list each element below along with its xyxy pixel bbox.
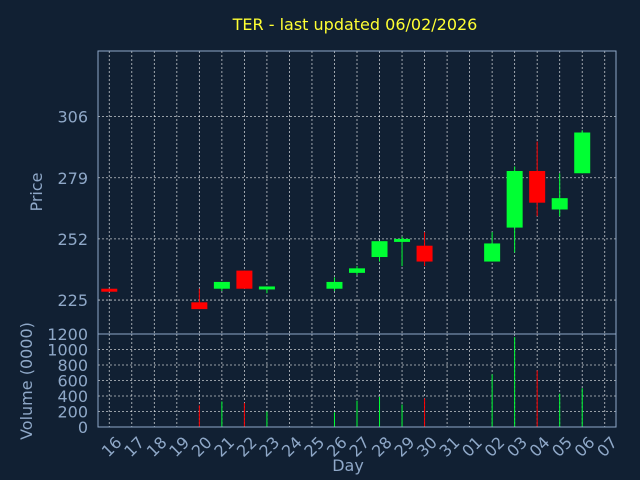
candle-body (236, 270, 253, 289)
candle-body (101, 288, 118, 292)
x-tick-label: 07 (593, 433, 621, 461)
candlestick-series (101, 130, 591, 310)
chart-title: TER - last updated 06/02/2026 (232, 15, 478, 34)
candle-body (191, 302, 208, 310)
candle-body (484, 243, 501, 262)
volume-axis-label: Volume (0000) (17, 322, 36, 440)
volume-tick-label: 600 (57, 372, 88, 391)
price-axis-label: Price (27, 172, 46, 211)
volume-panel-frame (97, 333, 617, 428)
volume-tick-label: 1000 (47, 341, 88, 360)
volume-tick-label: 800 (57, 356, 88, 375)
candle-body (416, 245, 433, 262)
x-axis-label: Day (332, 456, 364, 475)
price-tick-label: 225 (57, 291, 88, 310)
candle-body (349, 268, 365, 273)
candle-body (529, 170, 546, 203)
volume-tick-label: 1200 (47, 325, 88, 344)
candle-body (213, 281, 230, 289)
volume-series (198, 337, 583, 427)
candle-body (574, 132, 591, 174)
candle-body (258, 286, 275, 290)
candle-body (371, 241, 388, 258)
candle-body (326, 281, 343, 289)
price-tick-label: 306 (57, 108, 88, 127)
candle-body (394, 238, 411, 242)
candle-body (506, 170, 523, 228)
candle-body (551, 198, 568, 210)
price-tick-labels: 225 252 279 306 (57, 108, 88, 310)
price-tick-label: 252 (57, 230, 88, 249)
volume-tick-label: 200 (57, 403, 88, 422)
price-tick-label: 279 (57, 169, 88, 188)
volume-tick-label: 400 (57, 387, 88, 406)
volume-tick-label: 0 (78, 418, 88, 437)
